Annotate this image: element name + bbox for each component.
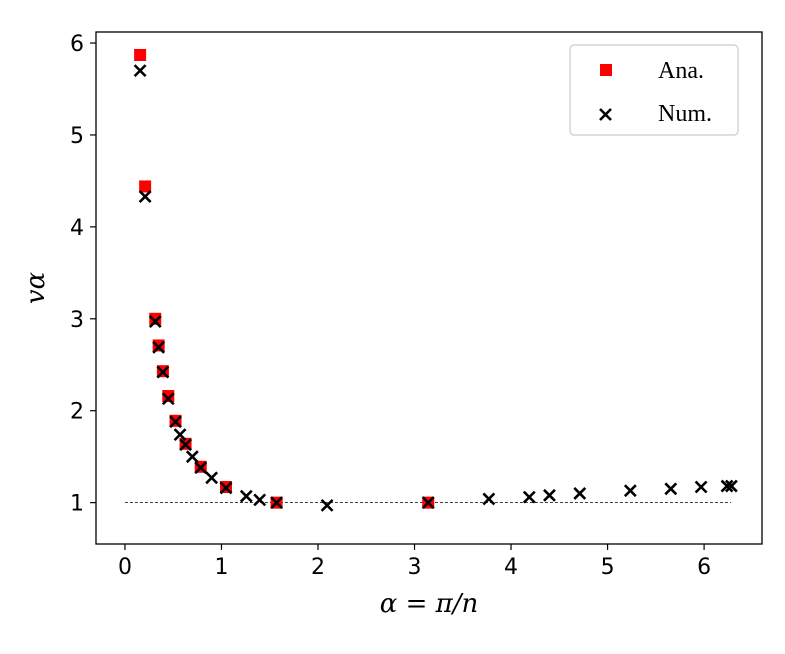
data-point-num [148, 315, 162, 328]
x-tick-label: 6 [697, 555, 711, 580]
legend-box [569, 44, 739, 136]
y-tick-label: 3 [70, 308, 84, 333]
legend-label-num: Num. [658, 101, 712, 127]
data-point-num [543, 488, 556, 502]
data-point-ana [139, 180, 152, 193]
data-point-num [205, 471, 219, 485]
data-point-num [623, 484, 637, 498]
data-point-num [720, 479, 734, 493]
data-point-num [724, 479, 738, 493]
data-point-ana [134, 48, 147, 61]
data-point-num [179, 438, 192, 452]
data-point-num [694, 480, 708, 494]
y-tick-label: 2 [70, 400, 84, 425]
data-point-ana [149, 312, 162, 325]
y-tick-label: 1 [70, 492, 84, 517]
data-point-num [133, 64, 147, 78]
data-point-num [169, 415, 182, 429]
data-point-num [320, 498, 334, 512]
legend-marker-num [599, 108, 612, 121]
x-axis-label: α = π/n [380, 589, 478, 619]
data-point-num [138, 190, 152, 203]
data-point-num [421, 496, 435, 510]
x-tick-label: 1 [214, 555, 228, 580]
data-point-ana [162, 390, 175, 403]
y-tick-label: 6 [70, 32, 84, 57]
data-point-num [573, 487, 587, 500]
data-point-num [152, 340, 166, 354]
legend-label-ana: Ana. [658, 58, 704, 84]
data-point-num [239, 489, 253, 503]
x-tick-label: 5 [601, 555, 615, 580]
data-point-num [185, 450, 199, 464]
data-point-num [161, 392, 175, 406]
x-tick-label: 2 [311, 555, 325, 580]
data-point-num [194, 461, 208, 475]
data-point-num [270, 496, 284, 510]
data-point-num [253, 493, 267, 507]
data-point-num [522, 490, 536, 504]
x-tick-label: 0 [118, 555, 132, 580]
x-tick-label: 4 [504, 555, 518, 580]
y-tick-label: 4 [70, 216, 84, 241]
legend: Ana. Num. [569, 44, 739, 136]
data-point-num [173, 428, 187, 442]
x-tick-label: 3 [408, 555, 422, 580]
legend-marker-ana [600, 64, 612, 76]
data-point-num [156, 365, 170, 379]
data-point-num [219, 481, 233, 495]
y-axis-label: vα [21, 271, 51, 304]
data-point-num [482, 492, 496, 506]
y-tick-label: 5 [70, 124, 84, 149]
data-point-num [664, 482, 678, 496]
